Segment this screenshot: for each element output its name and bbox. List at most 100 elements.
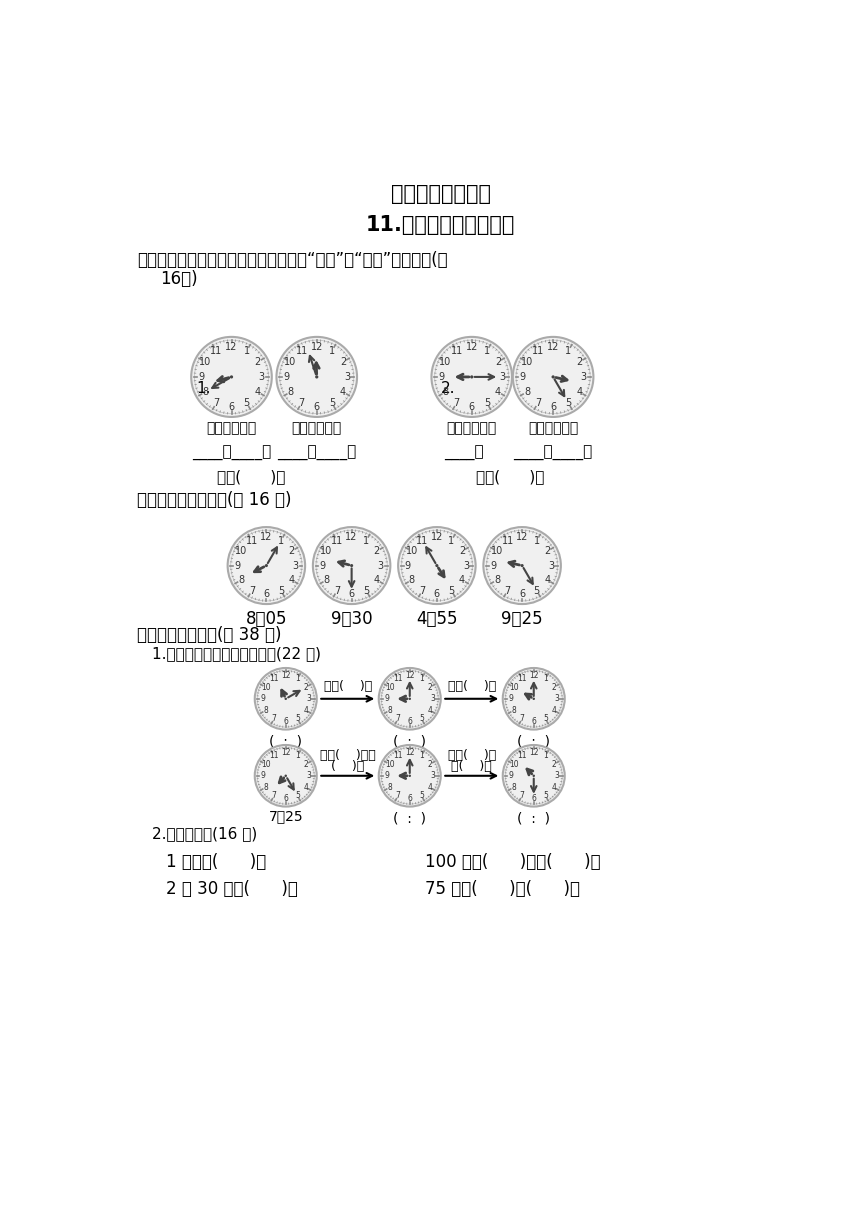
Circle shape (378, 745, 440, 806)
Circle shape (483, 527, 561, 604)
Text: 6: 6 (550, 402, 556, 412)
Text: 5: 5 (419, 792, 424, 800)
Text: 7: 7 (535, 398, 541, 407)
Text: 10: 10 (200, 358, 212, 367)
Text: 三、按要求做题。(共 38 分): 三、按要求做题。(共 38 分) (137, 626, 281, 643)
Text: 2.: 2. (440, 381, 455, 396)
Text: 7: 7 (519, 714, 525, 724)
Text: 7: 7 (298, 398, 304, 407)
Text: 2: 2 (544, 546, 550, 556)
Text: 10: 10 (384, 682, 395, 692)
Text: 7: 7 (419, 586, 426, 596)
Text: 9: 9 (519, 372, 526, 382)
Text: 7: 7 (272, 792, 277, 800)
Text: 2 分 30 秒＝(      )秒: 2 分 30 秒＝( )秒 (166, 880, 298, 897)
Text: 4: 4 (304, 705, 309, 715)
Text: 9: 9 (508, 771, 513, 781)
Text: 一、先写出钟面上所表示的时间，再用“提前”或“迟到”填一填。(共: 一、先写出钟面上所表示的时间，再用“提前”或“迟到”填一填。(共 (137, 250, 447, 269)
Text: 1: 1 (448, 535, 454, 546)
Text: 8: 8 (202, 387, 208, 396)
Text: 1.: 1. (197, 381, 211, 396)
Text: 1: 1 (419, 751, 424, 760)
Text: ____时____分: ____时____分 (277, 446, 356, 461)
Text: 8: 8 (443, 387, 449, 396)
Text: 75 秒＝(      )分(      )秒: 75 秒＝( )分( )秒 (425, 880, 580, 897)
Text: 核心考点专项评价: 核心考点专项评价 (390, 184, 491, 203)
Text: 9: 9 (320, 561, 326, 570)
Text: 4: 4 (551, 783, 556, 792)
Text: 6: 6 (283, 794, 288, 804)
Text: 10: 10 (261, 682, 270, 692)
Text: 11: 11 (269, 751, 279, 760)
Text: 6: 6 (314, 402, 320, 412)
Text: 9: 9 (284, 372, 290, 382)
Text: 2: 2 (340, 358, 346, 367)
Text: 华华(      )了: 华华( )了 (217, 469, 285, 484)
Text: 10: 10 (491, 546, 503, 556)
Text: 8: 8 (524, 387, 530, 396)
Text: 二、看时间画分针。(共 16 分): 二、看时间画分针。(共 16 分) (137, 491, 292, 510)
Text: 1: 1 (295, 675, 300, 683)
Text: (  :  ): ( : ) (393, 734, 427, 749)
Text: 1: 1 (533, 535, 540, 546)
Text: 6: 6 (408, 794, 412, 804)
Text: 8: 8 (263, 783, 268, 792)
Text: 2.单位换算。(16 分): 2.单位换算。(16 分) (152, 826, 258, 841)
Circle shape (513, 337, 593, 417)
Text: 12: 12 (281, 748, 291, 758)
Text: 6: 6 (469, 402, 475, 412)
Text: (  :  ): ( : ) (517, 734, 550, 749)
Text: 2: 2 (373, 546, 380, 556)
Circle shape (378, 668, 440, 730)
Text: 8: 8 (511, 783, 516, 792)
Text: 7: 7 (396, 792, 401, 800)
Text: 2: 2 (304, 760, 308, 769)
Text: 2: 2 (427, 760, 433, 769)
Text: (    )分: ( )分 (331, 760, 365, 773)
Text: 11: 11 (393, 675, 402, 683)
Text: 4: 4 (544, 575, 550, 585)
Text: ____时____分: ____时____分 (192, 446, 271, 461)
Text: 16分): 16分) (160, 270, 198, 288)
Text: 11: 11 (269, 675, 279, 683)
Text: 7: 7 (272, 714, 277, 724)
Text: 10: 10 (235, 546, 248, 556)
Circle shape (255, 668, 316, 730)
Text: 12: 12 (405, 671, 415, 680)
Text: 11: 11 (246, 535, 258, 546)
Text: 9: 9 (439, 372, 445, 382)
Circle shape (315, 376, 318, 378)
Text: 经过(    )分: 经过( )分 (323, 680, 372, 693)
Text: 6: 6 (283, 717, 288, 726)
Text: 1: 1 (363, 535, 369, 546)
Text: 6: 6 (229, 402, 235, 412)
Text: 5: 5 (419, 714, 424, 724)
Text: 4: 4 (255, 387, 261, 396)
Text: 5: 5 (543, 714, 548, 724)
Text: 8: 8 (494, 575, 500, 585)
Text: 10: 10 (439, 358, 452, 367)
Text: 4: 4 (374, 575, 380, 585)
Text: 1: 1 (543, 675, 548, 683)
Text: 1: 1 (543, 751, 548, 760)
Text: 8: 8 (387, 705, 392, 715)
Text: 9: 9 (198, 372, 205, 382)
Text: 10: 10 (509, 760, 519, 769)
Text: 9: 9 (234, 561, 241, 570)
Text: 11.时间的认识及其换算: 11.时间的认识及其换算 (366, 215, 515, 235)
Text: 7: 7 (505, 586, 511, 596)
Text: 1.想一想，算一算，填一填。(22 分): 1.想一想，算一算，填一填。(22 分) (152, 647, 322, 662)
Text: 100 分＝(      )小时(      )分: 100 分＝( )小时( )分 (425, 852, 601, 871)
Text: 12: 12 (405, 748, 415, 758)
Text: 7：25: 7：25 (268, 809, 303, 823)
Text: 3: 3 (431, 771, 435, 781)
Circle shape (255, 745, 316, 806)
Circle shape (503, 668, 565, 730)
Circle shape (435, 564, 439, 567)
Text: 12: 12 (281, 671, 291, 680)
Text: 10: 10 (521, 358, 533, 367)
Circle shape (532, 698, 535, 700)
Text: 9: 9 (490, 561, 496, 570)
Text: 10: 10 (509, 682, 519, 692)
Text: 12: 12 (547, 342, 559, 351)
